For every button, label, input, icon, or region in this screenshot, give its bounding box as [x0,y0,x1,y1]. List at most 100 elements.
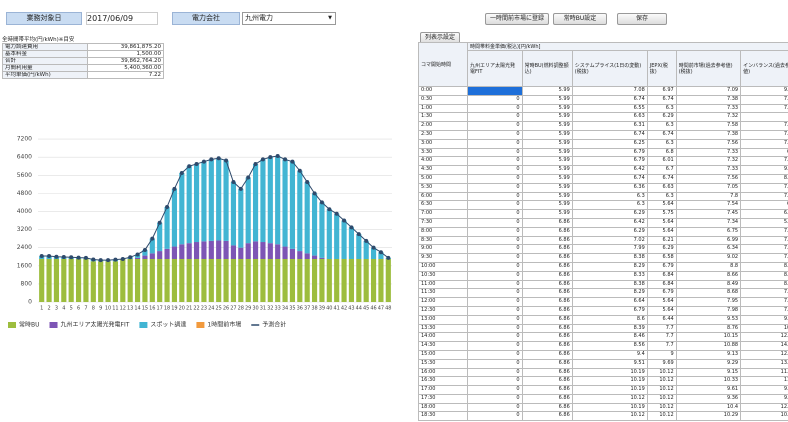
bar-segment [157,222,163,252]
bar-segment [208,259,214,302]
company-select[interactable]: 九州電力 ▼ [242,12,336,25]
table-cell: 10.88 [675,341,742,351]
x-tick-label: 40 [326,306,332,312]
legend-label: スポット調達 [150,321,186,329]
column-header: 時間前市場(過去参考値)(税抜) [675,50,742,87]
bar-segment [275,244,281,259]
table-cell: 8.74 [740,173,788,184]
total-point [165,204,170,209]
table-cell: 18:00 [418,402,468,413]
table-cell: 6.34 [675,244,742,255]
table-cell: 8.29 [571,288,648,299]
x-tick-label: 34 [282,306,288,312]
bar-segment [208,159,214,241]
x-tick-label: 8 [92,306,95,312]
table-cell: 6.84 [646,279,677,290]
table-cell: 7.33 [675,103,742,114]
table-cell: 0 [467,341,523,351]
bar-segment [238,188,244,248]
bar-segment [238,259,244,302]
table-cell: 5.99 [521,112,573,123]
table-cell: 6.64 [571,297,648,307]
bar-segment [216,240,222,259]
bar-segment [90,261,96,302]
register-button[interactable]: 一時間前市場に登録 [485,13,549,25]
table-cell: 12.74 [740,349,788,360]
x-tick-label: 47 [378,306,384,312]
table-cell: 6.21 [646,235,677,246]
table-cell: 7.05 [675,182,742,193]
table-cell: 0 [467,358,523,369]
table-cell: 1:00 [418,103,468,114]
bu-button[interactable]: 常時BU設定 [553,13,607,25]
total-point [297,168,302,173]
table-cell: 5.99 [521,200,573,211]
table-cell: 9.15 [675,367,742,378]
bar-segment [230,182,237,246]
total-point [334,211,339,216]
table-cell: 6.74 [646,129,677,140]
table-cell: 3:00 [418,138,468,149]
bar-segment [304,253,310,259]
bar-segment [245,259,251,302]
table-cell: 7.95 [675,297,742,307]
date-value[interactable]: 2017/06/09 [86,12,158,25]
table-cell: 5.99 [521,165,573,175]
x-tick-label: 22 [193,306,199,312]
bar-segment [297,259,303,302]
bar-segment [171,259,178,302]
total-point [61,254,66,259]
bar-segment [245,243,251,259]
table-cell: 0:00 [418,86,468,96]
table-cell: 6.36 [571,182,648,193]
table-cell: 6.29 [646,112,677,123]
table-cell: 13:30 [418,323,468,334]
legend-label: 九州エリア太陽光発電FIT [61,321,130,329]
bar-segment [68,259,74,302]
table-cell: 8.56 [571,341,648,351]
table-cell: 14.27 [740,341,788,351]
legend-swatch [196,322,205,328]
bar-segment [127,259,133,302]
table-cell: 9.36 [675,393,742,404]
bar-segment [149,253,155,259]
x-tick-label: 41 [334,306,340,312]
table-cell: 10.15 [675,332,742,343]
total-point [201,159,206,164]
table-cell: 6.79 [571,305,648,316]
table-cell: 15:00 [418,349,468,360]
bar-segment [186,166,192,244]
table-cell: 12:30 [418,305,468,316]
bar-segment [267,157,273,244]
table-cell: 8.29 [571,261,648,272]
bar-segment [223,259,229,302]
total-point [364,238,369,243]
summary-label: 合計 [1,57,89,65]
bar-segment [134,259,141,302]
y-tick-label: 5600 [17,172,32,179]
summary-value: 5,400,360.00 [87,64,164,72]
table-cell: 8.46 [571,332,648,343]
bar-segment [208,240,214,259]
table-cell: 6.86 [521,349,573,360]
save-button[interactable]: 保存 [617,13,667,25]
summary-row: 月間利用量 5,400,360.00 [1,64,164,72]
table-cell: 7.12 [740,226,788,237]
total-point [216,156,221,161]
total-point [209,157,214,162]
table-cell: 10.19 [571,367,648,378]
table-cell: 6.42 [571,165,648,175]
bar-segment [341,259,347,302]
table-cell: 0 [467,217,523,228]
bar-segment [370,259,377,302]
table-cell: 10.12 [646,393,677,404]
table-cell: 0 [467,182,523,193]
table-cell: 0 [467,121,523,131]
